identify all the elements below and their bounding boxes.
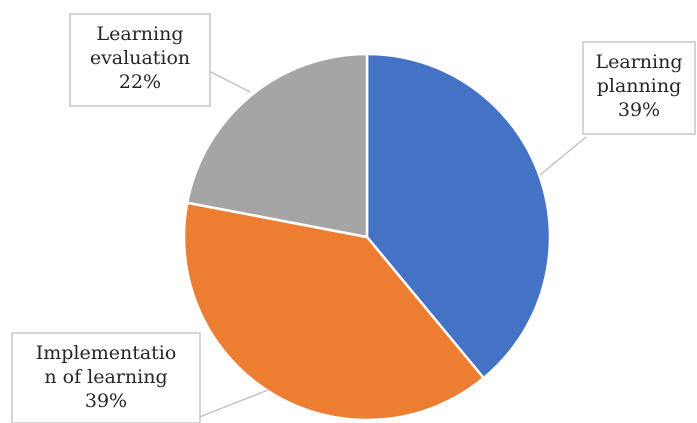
leader-line-1 <box>539 136 587 176</box>
slice-label-text: Implementatio <box>36 342 177 364</box>
slice-label-text: evaluation <box>90 47 190 69</box>
data-label-box-3 <box>69 13 211 107</box>
slice-percent-text: 39% <box>618 99 660 121</box>
pie-slice-1 <box>365 52 552 380</box>
slice-label-text: n of learning <box>44 366 167 388</box>
slice-label-text: Learning <box>596 51 683 73</box>
pie-slice-2 <box>182 201 485 422</box>
pie-slice-3 <box>185 52 369 239</box>
slice-label-text: planning <box>597 75 682 97</box>
slice-percent-text: 22% <box>119 71 161 93</box>
pie-slices <box>182 52 552 422</box>
leader-line-2 <box>196 389 269 419</box>
leader-line-3 <box>206 69 251 93</box>
slice-label-text: Learning <box>97 23 184 45</box>
data-label-box-1 <box>582 41 696 135</box>
slice-percent-text: 39% <box>85 390 127 412</box>
data-label-box-2 <box>11 332 201 423</box>
